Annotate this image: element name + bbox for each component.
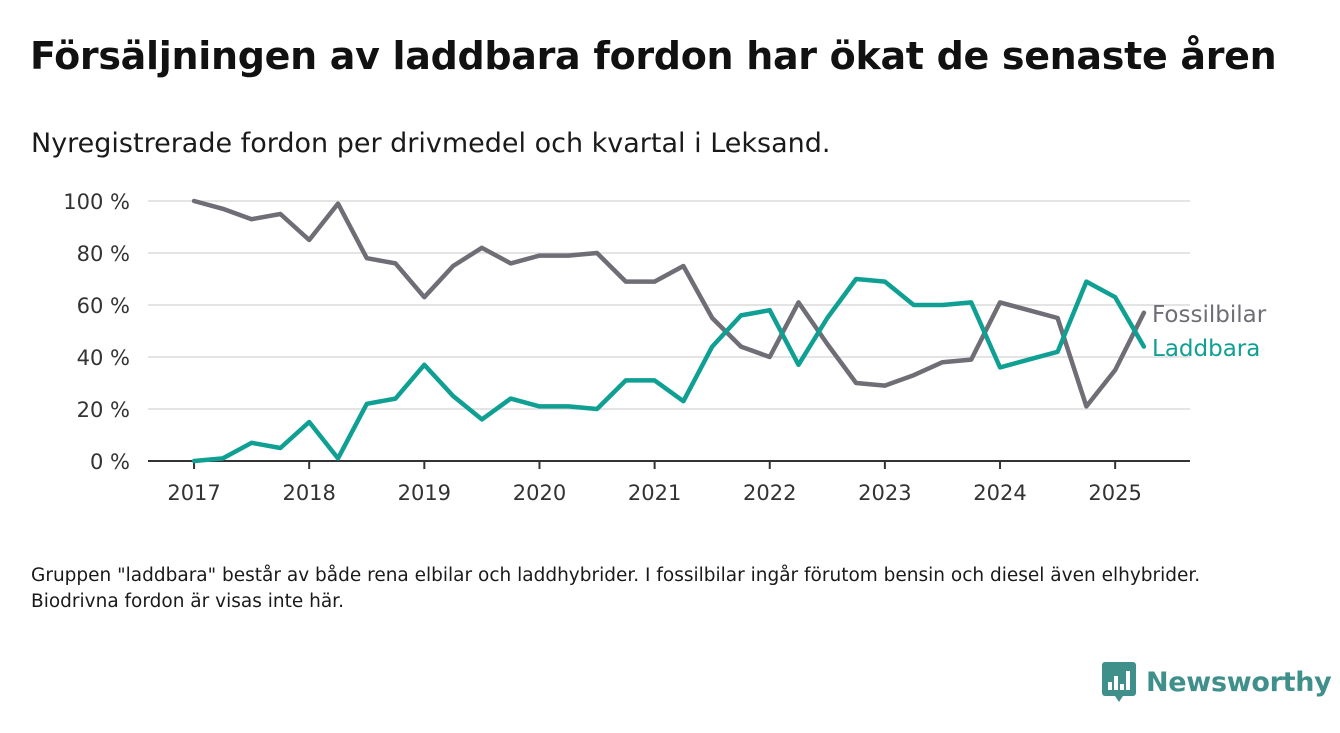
y-tick-label: 80 % [77, 242, 130, 266]
y-tick-label: 100 % [63, 190, 130, 214]
chart-title: Försäljningen av laddbara fordon har öka… [30, 34, 1277, 78]
x-tick-label: 2023 [858, 481, 911, 505]
x-tick-label: 2024 [973, 481, 1026, 505]
y-tick-label: 0 % [90, 450, 130, 474]
series-line-laddbara [191, 276, 1147, 464]
y-tick-label: 40 % [77, 346, 130, 370]
footnote: Gruppen "laddbara" består av både rena e… [31, 565, 1201, 612]
series-line-fossilbilar [191, 198, 1147, 409]
x-tick-label: 2017 [167, 481, 220, 505]
brand-logo: Newsworthy [1102, 660, 1332, 704]
series-label-fossilbilar: Fossilbilar [1152, 302, 1267, 328]
y-tick-label: 60 % [77, 294, 130, 318]
x-tick-label: 2020 [513, 481, 566, 505]
x-tick-label: 2021 [628, 481, 681, 505]
brand-name: Newsworthy [1146, 666, 1332, 698]
bar-chart-logo-icon [1102, 662, 1136, 702]
x-tick-label: 2019 [398, 481, 451, 505]
x-tick-label: 2018 [282, 481, 335, 505]
series-label-laddbara: Laddbara [1152, 336, 1260, 362]
x-tick-label: 2022 [743, 481, 796, 505]
y-tick-label: 20 % [77, 398, 130, 422]
chart-subtitle: Nyregistrerade fordon per drivmedel och … [31, 128, 831, 159]
x-tick-label: 2025 [1088, 481, 1141, 505]
